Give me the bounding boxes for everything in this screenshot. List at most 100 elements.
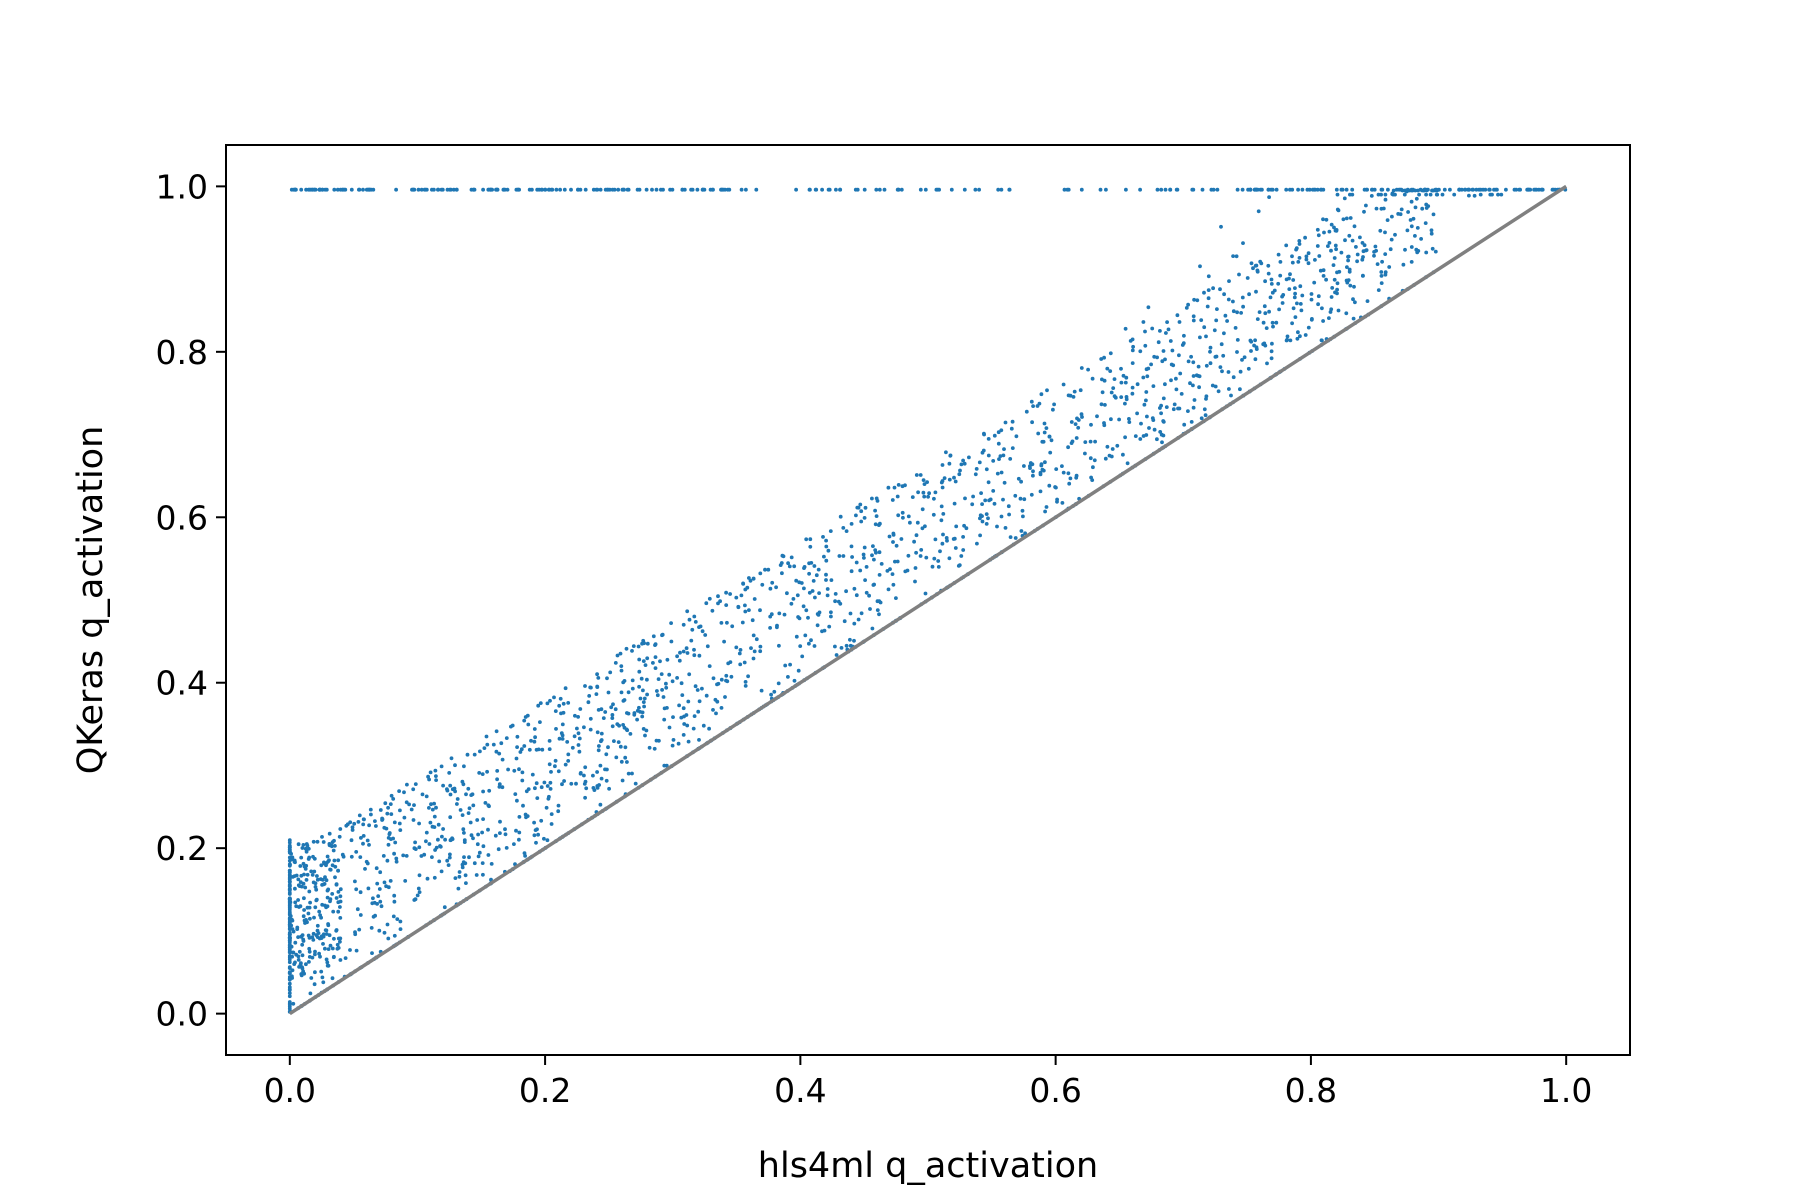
scatter-point bbox=[1237, 272, 1241, 277]
scatter-point bbox=[874, 550, 878, 555]
scatter-point bbox=[576, 731, 581, 736]
scatter-point bbox=[1143, 343, 1148, 348]
scatter-point bbox=[787, 564, 792, 569]
scatter-point bbox=[296, 877, 301, 882]
scatter-point bbox=[312, 982, 317, 987]
scatter-point bbox=[524, 789, 529, 794]
scatter-point bbox=[547, 762, 552, 767]
scatter-point bbox=[1206, 288, 1211, 292]
scatter-point bbox=[833, 644, 837, 649]
scatter-point bbox=[659, 187, 663, 192]
scatter-point bbox=[430, 855, 434, 859]
scatter-point bbox=[386, 936, 391, 941]
scatter-point bbox=[1150, 326, 1155, 331]
scatter-point bbox=[707, 596, 712, 601]
scatter-point bbox=[524, 815, 528, 820]
scatter-point bbox=[678, 650, 682, 655]
scatter-point bbox=[824, 572, 828, 577]
scatter-point bbox=[558, 187, 562, 192]
scatter-point bbox=[538, 720, 542, 724]
scatter-point bbox=[307, 946, 312, 951]
scatter-point bbox=[471, 836, 475, 841]
scatter-point bbox=[1231, 299, 1235, 304]
scatter-point bbox=[1431, 212, 1436, 217]
scatter-point bbox=[428, 820, 433, 825]
scatter-point bbox=[734, 595, 739, 600]
scatter-point bbox=[506, 767, 510, 772]
scatter-point bbox=[926, 494, 930, 499]
scatter-point bbox=[1266, 263, 1271, 268]
scatter-point bbox=[565, 740, 570, 744]
scatter-point bbox=[1215, 307, 1219, 311]
scatter-point bbox=[724, 603, 729, 607]
scatter-point bbox=[1390, 214, 1394, 219]
scatter-point bbox=[1039, 462, 1044, 466]
scatter-point bbox=[697, 653, 702, 658]
scatter-point bbox=[623, 755, 628, 760]
scatter-point bbox=[572, 734, 577, 739]
scatter-point bbox=[1352, 284, 1356, 289]
scatter-point bbox=[386, 805, 390, 810]
scatter-point bbox=[1009, 426, 1014, 431]
scatter-point bbox=[597, 783, 601, 787]
scatter-point bbox=[1300, 293, 1305, 298]
scatter-point bbox=[324, 905, 328, 910]
scatter-point bbox=[1361, 255, 1365, 259]
scatter-point bbox=[789, 555, 794, 560]
scatter-point bbox=[425, 876, 430, 881]
scatter-point bbox=[1191, 383, 1195, 388]
scatter-point bbox=[545, 784, 550, 788]
scatter-point bbox=[1313, 258, 1317, 262]
scatter-point bbox=[927, 491, 931, 496]
scatter-point bbox=[366, 886, 371, 891]
scatter-point bbox=[1271, 324, 1275, 329]
scatter-point bbox=[384, 826, 389, 831]
scatter-point bbox=[1036, 431, 1041, 436]
scatter-point bbox=[460, 862, 465, 867]
scatter-point bbox=[874, 514, 879, 518]
scatter-point bbox=[1123, 435, 1127, 440]
scatter-point bbox=[1266, 271, 1271, 276]
scatter-point bbox=[862, 516, 867, 520]
scatter-point bbox=[582, 782, 587, 786]
scatter-point bbox=[326, 922, 330, 926]
scatter-point bbox=[1424, 192, 1428, 197]
scatter-point bbox=[522, 718, 527, 723]
scatter-point bbox=[342, 187, 347, 192]
scatter-point bbox=[991, 459, 996, 463]
scatter-point bbox=[1298, 302, 1303, 306]
scatter-point bbox=[432, 814, 437, 819]
scatter-point bbox=[923, 187, 928, 192]
scatter-point bbox=[844, 643, 849, 648]
scatter-point bbox=[856, 505, 861, 510]
scatter-point bbox=[543, 187, 548, 192]
scatter-point bbox=[618, 744, 623, 749]
scatter-point bbox=[852, 621, 857, 626]
scatter-point bbox=[447, 771, 452, 775]
scatter-point bbox=[504, 846, 509, 850]
scatter-point bbox=[807, 571, 811, 576]
scatter-point bbox=[315, 928, 320, 933]
scatter-point bbox=[1135, 382, 1140, 387]
scatter-point bbox=[520, 770, 525, 775]
scatter-point bbox=[500, 785, 505, 790]
scatter-point bbox=[1457, 187, 1462, 192]
scatter-point bbox=[1014, 434, 1019, 439]
scatter-point bbox=[515, 798, 519, 803]
scatter-point bbox=[1245, 276, 1250, 280]
scatter-point bbox=[471, 187, 476, 192]
scatter-point bbox=[612, 187, 617, 192]
scatter-point bbox=[1254, 347, 1259, 351]
scatter-point bbox=[331, 848, 336, 853]
scatter-point bbox=[1110, 447, 1115, 451]
scatter-point bbox=[854, 560, 859, 565]
scatter-point bbox=[538, 701, 543, 705]
scatter-point bbox=[999, 514, 1004, 519]
scatter-point bbox=[749, 646, 753, 650]
scatter-point bbox=[333, 864, 338, 869]
scatter-point bbox=[1241, 241, 1245, 246]
scatter-point bbox=[327, 933, 332, 938]
scatter-point bbox=[921, 490, 926, 495]
scatter-point bbox=[1539, 187, 1544, 192]
scatter-point bbox=[933, 490, 938, 495]
